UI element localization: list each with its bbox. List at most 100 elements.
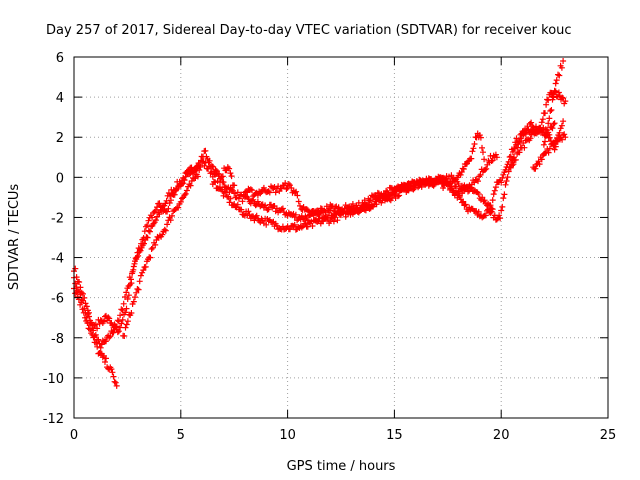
data-point-marker [76, 288, 83, 295]
data-point-marker [342, 213, 349, 220]
chart-title: Day 257 of 2017, Sidereal Day-to-day VTE… [46, 23, 572, 38]
data-point-marker [182, 190, 189, 197]
data-point-marker [554, 138, 561, 145]
data-point-marker [254, 198, 261, 205]
data-point-marker [293, 188, 300, 195]
data-point-marker [263, 221, 270, 228]
data-point-marker [509, 149, 516, 155]
data-point-marker [220, 192, 227, 199]
x-tick-label: 20 [493, 428, 510, 443]
data-point-marker [72, 265, 79, 272]
y-tick-label: -6 [51, 292, 64, 307]
data-point-marker [543, 132, 550, 139]
data-point-marker [235, 195, 242, 202]
data-point-marker [385, 192, 392, 198]
data-point-marker [355, 209, 362, 216]
satellite-trace [71, 285, 120, 389]
data-point-marker [142, 263, 149, 270]
data-point-marker [103, 355, 109, 362]
data-point-marker [145, 217, 152, 224]
satellite-trace [120, 147, 238, 339]
data-point-marker [187, 182, 194, 189]
y-tick-label: -2 [51, 211, 64, 226]
data-point-marker [550, 121, 557, 128]
data-point-marker [125, 292, 132, 299]
data-point-marker [383, 187, 390, 194]
data-point-marker [148, 246, 155, 252]
y-tick-label: 4 [56, 91, 64, 106]
data-point-marker [141, 228, 148, 235]
data-point-marker [118, 320, 125, 327]
data-point-marker [231, 182, 238, 189]
data-point-marker [90, 334, 97, 341]
data-point-marker [425, 176, 432, 183]
data-point-marker [106, 315, 113, 322]
satellite-trace [71, 118, 567, 351]
data-point-marker [489, 197, 496, 204]
data-point-marker [349, 201, 356, 207]
data-point-marker [488, 205, 495, 212]
x-axis-ticks: 0 5 10 15 20 25 [70, 57, 616, 443]
data-point-marker [499, 203, 506, 210]
data-point-marker [136, 246, 143, 253]
data-point-marker [560, 58, 567, 64]
data-point-marker [136, 278, 143, 285]
data-point-marker [177, 198, 184, 205]
data-point-marker [111, 378, 118, 385]
data-point-marker [558, 64, 565, 71]
data-point-marker [89, 331, 96, 338]
data-point-marker [491, 187, 498, 194]
data-point-marker [152, 207, 159, 214]
data-point-marker [540, 141, 547, 148]
data-point-marker [546, 131, 553, 138]
data-point-marker [462, 201, 469, 208]
data-point-marker [550, 94, 557, 101]
satellite-trace [530, 131, 569, 172]
data-point-marker [121, 333, 128, 339]
data-point-marker [483, 165, 490, 172]
data-point-marker [539, 116, 546, 123]
data-point-marker [103, 338, 109, 345]
satellite-trace [71, 162, 201, 336]
data-point-marker [334, 217, 341, 224]
data-point-marker [396, 192, 403, 199]
data-point-marker [471, 141, 478, 147]
data-point-marker [192, 167, 199, 174]
data-point-marker [72, 280, 79, 287]
data-point-marker [545, 120, 552, 127]
data-point-marker [86, 326, 93, 333]
data-point-marker [551, 120, 558, 127]
data-point-marker [499, 175, 506, 181]
data-point-marker [144, 222, 151, 229]
data-point-marker [477, 134, 484, 141]
data-point-marker [282, 180, 289, 187]
data-point-marker [208, 163, 215, 170]
x-tick-label: 10 [279, 428, 296, 443]
data-point-marker [559, 94, 566, 101]
data-point-marker [123, 305, 130, 312]
satellite-trace [540, 58, 567, 148]
data-point-marker [498, 179, 505, 186]
satellite-trace [241, 130, 488, 218]
data-point-marker [226, 165, 233, 172]
data-point-marker [542, 126, 549, 133]
data-point-marker [167, 217, 174, 224]
data-point-marker [475, 178, 481, 185]
data-point-marker [113, 382, 120, 389]
data-point-marker [533, 123, 539, 130]
data-point-marker [152, 217, 159, 224]
data-point-marker [510, 161, 517, 168]
data-point-marker [247, 186, 254, 193]
data-point-marker [535, 158, 542, 165]
data-point-marker [558, 122, 565, 129]
data-point-marker [238, 206, 245, 213]
data-point-marker [84, 320, 91, 326]
data-point-marker [351, 206, 358, 213]
data-point-marker [149, 214, 156, 221]
y-tick-label: -4 [51, 252, 64, 267]
data-point-marker [503, 178, 510, 184]
data-point-marker [485, 206, 492, 213]
data-point-marker [459, 190, 466, 197]
data-point-marker [488, 158, 495, 164]
data-point-marker [493, 154, 500, 161]
